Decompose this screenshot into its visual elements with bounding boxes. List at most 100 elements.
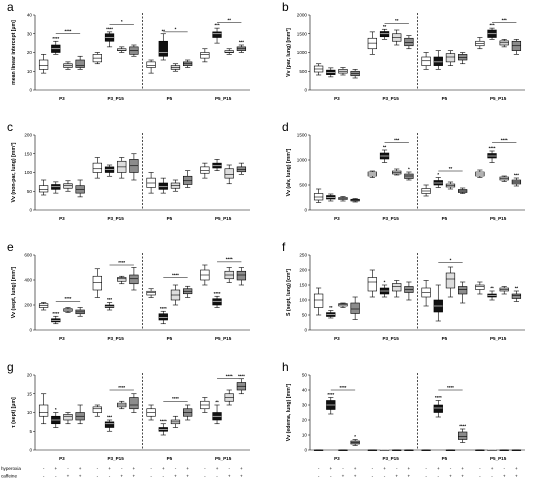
legend-sign: +	[228, 474, 231, 479]
legend-sign: -	[479, 474, 481, 479]
panel-b: b Vv (par, lung) [mm³] 0 500 1000 1500 2000 P3 P…	[282, 0, 525, 101]
box-b-1-3	[404, 35, 414, 50]
box-g-0-0	[38, 393, 49, 425]
significance-star: **	[329, 305, 333, 310]
box-d-1-0	[367, 170, 377, 178]
box-body	[367, 37, 377, 50]
legend-sign: -	[318, 466, 320, 471]
legend-sign: -	[121, 466, 123, 471]
box-e-2-1: ****	[158, 306, 168, 325]
x-tick-label-h: P5	[442, 456, 448, 461]
bracket-label-h: ****	[447, 385, 454, 390]
legend-sign: -	[109, 474, 111, 479]
box-d-0-1	[326, 193, 336, 202]
panel-g: gτ (sept) [µm]05101520P3*P3_P15***P5****…	[1, 360, 250, 479]
x-tick-label-g: P3	[59, 456, 65, 461]
legend-sign: -	[97, 474, 99, 479]
box-g-1-2	[117, 400, 127, 410]
box-body	[458, 431, 468, 440]
box-f-2-0	[421, 280, 431, 307]
y-tick-label-e: 200	[24, 303, 32, 308]
legend-sign: +	[461, 466, 464, 471]
box-h-0-0	[313, 449, 324, 451]
legend-sign: -	[97, 466, 99, 471]
y-tick-label-h: 0	[304, 448, 307, 453]
legend-sign: -	[228, 466, 230, 471]
legend-sign: -	[438, 474, 440, 479]
box-c-2-1	[158, 177, 168, 194]
legend-sign: +	[395, 474, 398, 479]
box-b-2-1	[433, 50, 443, 70]
y-tick-label-c: 150	[24, 151, 32, 156]
x-tick-label-g: P5	[167, 456, 173, 461]
box-body	[404, 37, 414, 47]
box-g-1-3	[129, 393, 139, 413]
legend-sign: +	[133, 466, 136, 471]
box-d-3-3: ***	[511, 173, 522, 187]
box-body	[433, 404, 443, 413]
box-a-1-1: ****	[104, 26, 115, 48]
significance-star: ***	[107, 297, 112, 302]
box-body	[200, 166, 210, 174]
y-tick-label-e: 0	[29, 328, 32, 333]
y-tick-label-c: 50	[27, 189, 33, 194]
box-body	[212, 31, 222, 38]
box-body	[63, 183, 73, 189]
x-tick-label-d: P5_P15	[490, 216, 507, 221]
box-body	[338, 303, 348, 307]
y-tick-label-d: 1500	[297, 133, 308, 138]
bracket-label-h: ****	[340, 385, 347, 390]
y-axis-label-d: Vv (alv, lung) [mm³]	[286, 148, 292, 196]
box-g-3-0	[200, 397, 210, 413]
box-body	[75, 59, 85, 68]
significance-star: ***	[239, 40, 244, 45]
y-tick-label-g: 5	[29, 429, 32, 434]
box-a-1-0	[92, 52, 102, 65]
legend-sign: -	[372, 466, 374, 471]
legend-sign: -	[216, 474, 218, 479]
y-tick-label-a: 20	[27, 50, 33, 55]
y-tick-label-h: 40	[302, 388, 308, 393]
box-b-0-3	[350, 69, 360, 79]
box-body	[146, 61, 156, 68]
box-e-0-1: ****	[51, 311, 61, 325]
significance-star: ****	[160, 306, 167, 311]
legend-sign: -	[43, 474, 45, 479]
y-axis-label-e: Vv (sept, lung) [mm³]	[11, 266, 17, 318]
box-h-1-1	[379, 449, 390, 451]
y-tick-label-f: 150	[299, 283, 307, 288]
box-a-1-2	[117, 46, 127, 53]
y-tick-label-c: 0	[29, 208, 32, 213]
box-g-0-1: *	[51, 407, 61, 428]
legend-label-1: caffeine	[1, 474, 17, 479]
panel-letter-d: d	[282, 120, 289, 134]
panel-f: fS (sept, lung) [cm²]050100150200250P3**…	[282, 240, 525, 341]
box-b-0-0	[313, 63, 324, 76]
legend-sign: +	[240, 474, 243, 479]
bracket-label-g: ****	[118, 385, 125, 390]
box-g-3-2	[224, 389, 234, 406]
box-f-0-1: **	[326, 305, 336, 319]
y-tick-label-f: 200	[299, 268, 307, 273]
y-tick-label-f: 250	[299, 253, 307, 258]
box-e-3-2	[224, 267, 234, 283]
box-body	[392, 283, 402, 292]
x-tick-label-f: P3_P15	[382, 336, 399, 341]
box-g-3-3: ****	[236, 373, 247, 395]
box-d-2-1: *	[433, 172, 443, 188]
x-tick-label-d: P3_P15	[382, 216, 399, 221]
x-tick-label-c: P3	[59, 216, 65, 221]
x-tick-label-b: P3_P15	[382, 96, 399, 101]
x-tick-label-g: P3_P15	[107, 456, 124, 461]
panel-letter-e: e	[7, 240, 14, 254]
box-a-2-0	[146, 59, 156, 74]
y-tick-label-g: 0	[29, 448, 32, 453]
x-tick-label-h: P3_P15	[382, 456, 399, 461]
panel-letter-b: b	[282, 0, 289, 14]
box-a-3-0	[200, 48, 210, 63]
box-e-2-3	[183, 285, 193, 298]
legend-sign: +	[354, 466, 357, 471]
legend-sign: -	[67, 466, 69, 471]
x-tick-label-c: P5_P15	[215, 216, 232, 221]
